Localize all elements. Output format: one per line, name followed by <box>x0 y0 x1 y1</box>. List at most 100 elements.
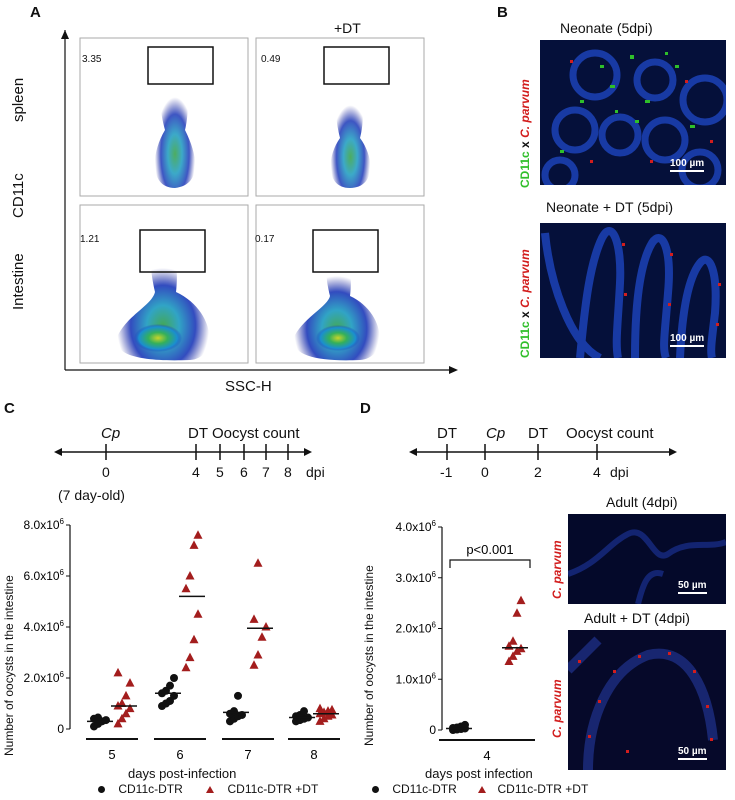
timeline-c <box>54 444 312 460</box>
cd11c-axis-label: CD11c <box>10 173 27 218</box>
timeline-d <box>409 444 677 460</box>
chart-d-ylabel: Number of oocysts in the intestine <box>362 565 376 746</box>
data-point-dt <box>125 678 135 687</box>
data-point-ctrl <box>94 713 102 722</box>
data-point-dt <box>117 698 127 707</box>
category-label: 7 <box>244 747 251 762</box>
panel-label-a: A <box>30 4 41 21</box>
stain-x: x <box>518 141 532 148</box>
dt-condition-label: +DT <box>334 20 361 36</box>
chart-c-ylabel: Number of oocysts in the intestine <box>2 575 16 756</box>
y-tick-label: 2.0x106 <box>24 670 65 685</box>
data-point-ctrl <box>170 674 178 682</box>
data-point-dt <box>189 540 199 549</box>
micrograph-adult-dt: 50 µm <box>568 630 726 770</box>
stain-cd11c: CD11c <box>518 151 532 188</box>
data-point-dt <box>327 704 337 714</box>
data-point-dt <box>185 652 195 662</box>
chart-d: 0 1.0x106 2.0x106 3.0x106 4.0x106 4 p<0.001 <box>396 519 535 763</box>
data-point-dt <box>125 703 135 713</box>
micrograph-neonate: 100 µm <box>540 40 726 185</box>
data-point-ctrl <box>300 707 308 716</box>
data-point-dt <box>508 651 518 660</box>
panel-label-d: D <box>360 400 371 417</box>
data-point-dt <box>249 660 259 669</box>
significance-bracket <box>449 559 531 568</box>
data-point-dt <box>315 703 325 713</box>
data-point-dt <box>253 650 263 659</box>
timeline-c-dt: DT <box>188 425 208 442</box>
row-label-spleen: spleen <box>10 77 27 122</box>
timeline-d-tick: 4 <box>593 464 601 480</box>
timeline-c-unit: dpi <box>306 464 325 480</box>
timeline-c-tick: 7 <box>262 464 270 480</box>
timeline-c-tick: 6 <box>240 464 248 480</box>
legend-dt-label: CD11c-DTR +DT <box>227 782 319 796</box>
timeline-d-unit: dpi <box>610 464 629 480</box>
category-label: 4 <box>483 748 490 763</box>
flow-cytometry-panel <box>61 30 458 374</box>
category-label: 8 <box>310 747 317 762</box>
stain-cp: C. parvum <box>518 79 532 138</box>
stain-label-adult-dt: C. parvum <box>550 679 564 738</box>
gate-value-intestine: 1.21 <box>80 234 100 245</box>
y-tick-label: 0 <box>429 723 436 737</box>
timeline-c-tick: 8 <box>284 464 292 480</box>
data-point-dt <box>512 646 522 655</box>
category-label: 5 <box>108 747 115 762</box>
legend-d: CD11c-DTR CD11c-DTR +DT <box>372 782 588 796</box>
y-tick-label: 2.0x106 <box>396 621 437 636</box>
row-label-intestine: Intestine <box>10 253 27 310</box>
data-point-dt <box>261 622 271 631</box>
data-point-dt <box>113 718 123 728</box>
scale-bar-adult-dt: 50 µm <box>678 746 707 760</box>
data-point-dt <box>117 713 127 723</box>
data-point-dt <box>193 609 203 618</box>
timeline-d-cp: Cp <box>486 425 506 442</box>
micrograph-adult: 50 µm <box>568 514 726 604</box>
data-point-ctrl <box>461 720 469 729</box>
data-point-dt <box>504 656 514 665</box>
stain-label-neonate-dt: CD11c x C. parvum <box>518 249 532 358</box>
data-point-ctrl <box>166 681 174 690</box>
scale-bar-label: 50 µm <box>678 746 707 757</box>
timeline-d-tick: -1 <box>440 464 453 480</box>
panel-label-b: B <box>497 4 508 21</box>
y-tick-label: 4.0x106 <box>396 519 437 534</box>
data-point-dt <box>113 667 123 677</box>
timeline-c-oocyst: Oocyst count <box>212 425 300 442</box>
chart-c: 0 2.0x106 4.0x106 6.0x106 8.0x106 5 6 7 8 <box>24 517 340 762</box>
gate-value-spleen-dt: 0.49 <box>261 54 281 65</box>
data-point-dt <box>181 662 191 672</box>
data-point-dt <box>121 690 131 700</box>
legend-c: CD11c-DTR CD11c-DTR +DT <box>98 782 318 796</box>
neonate-title: Neonate (5dpi) <box>560 20 653 36</box>
scale-bar-label: 100 µm <box>670 158 705 169</box>
timeline-c-tick: 0 <box>102 464 110 480</box>
adult-dt-title: Adult + DT (4dpi) <box>584 610 690 626</box>
data-point-dt <box>253 558 263 567</box>
timeline-d-oocyst: Oocyst count <box>566 425 654 442</box>
data-point-dt <box>121 708 131 718</box>
stain-label-adult: C. parvum <box>550 540 564 599</box>
micrograph-neonate-dt: 100 µm <box>540 223 726 358</box>
gate-value-intestine-dt: 0.17 <box>255 234 275 245</box>
data-point-dt <box>193 530 203 539</box>
timeline-d-tick: 2 <box>534 464 542 480</box>
legend-ctrl-marker <box>98 786 105 793</box>
gate-value-spleen: 3.35 <box>82 54 102 65</box>
timeline-c-note: (7 day-old) <box>58 487 125 503</box>
stain-label-neonate: CD11c x C. parvum <box>518 79 532 188</box>
data-point-dt <box>181 583 191 593</box>
data-point-dt <box>249 614 259 623</box>
legend-dt-marker <box>206 786 215 793</box>
data-point-ctrl <box>230 707 238 716</box>
data-point-dt <box>516 595 526 605</box>
scale-bar-label: 50 µm <box>678 580 707 591</box>
timeline-d-dt1: DT <box>437 425 457 442</box>
legend-ctrl-label: CD11c-DTR <box>392 782 457 796</box>
legend-dt-marker <box>478 786 487 793</box>
data-point-dt <box>508 636 518 645</box>
timeline-d-dt2: DT <box>528 425 548 442</box>
chart-c-xlabel: days post-infection <box>128 766 237 781</box>
